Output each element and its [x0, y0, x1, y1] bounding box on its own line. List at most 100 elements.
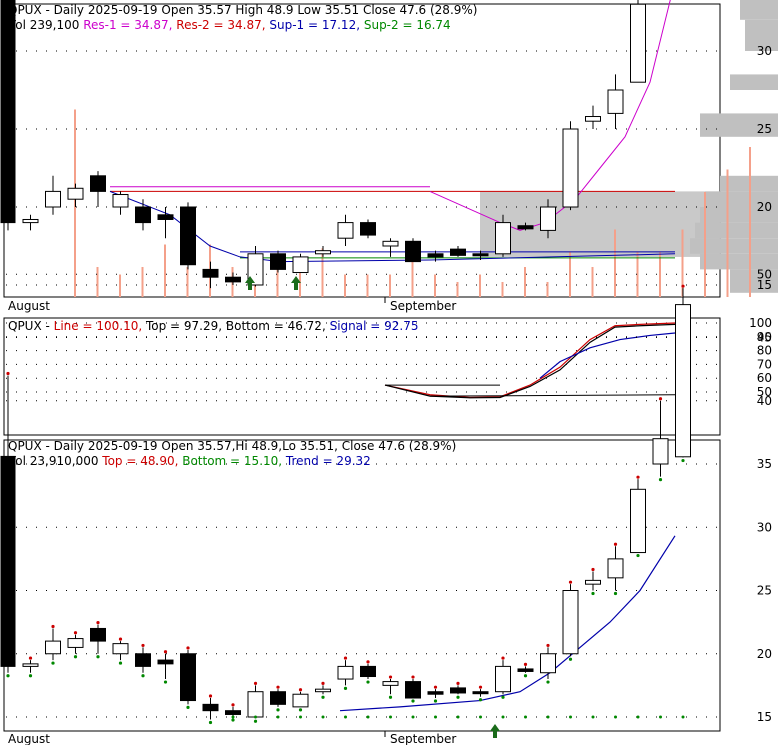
oscillator-panel-frame: [3, 317, 721, 436]
bottom-marker: [681, 715, 685, 719]
low-marker: [321, 695, 325, 699]
high-marker: [118, 637, 123, 641]
low-marker: [96, 655, 100, 659]
osc-header-sym: QPUX -: [8, 319, 50, 333]
high-marker: [298, 688, 303, 692]
candle-body: [675, 304, 691, 458]
low-marker: [433, 699, 438, 703]
candle-body: [247, 253, 264, 286]
candle-body: [405, 240, 421, 263]
high-marker: [366, 660, 370, 664]
high-marker: [73, 631, 78, 635]
candle-body: [135, 653, 151, 667]
candle-body: [157, 214, 174, 220]
low-marker: [523, 674, 528, 678]
low-marker: [411, 699, 415, 703]
candle-body: [180, 206, 196, 266]
candle-body: [427, 253, 444, 258]
osc-header-top: Top = 97.29,: [142, 319, 222, 333]
high-marker: [253, 681, 258, 685]
low-marker: [658, 478, 663, 482]
y-tick-label: 25: [757, 122, 772, 136]
bottom-marker: [254, 715, 257, 719]
bottom-marker: [479, 715, 482, 719]
bottom-marker: [366, 715, 370, 719]
trend-header-trend: Trend = 29.32: [282, 454, 371, 468]
candle-body: [607, 89, 624, 114]
osc-signal-line: [539, 332, 676, 379]
volume-profile-bar: [745, 19, 778, 51]
candle-body: [315, 688, 331, 693]
candle-body: [382, 240, 399, 247]
high-marker: [546, 643, 550, 648]
candle-body: [585, 579, 601, 585]
candle-body: [652, 438, 669, 465]
bottom-marker: [344, 715, 347, 719]
candle-body: [427, 691, 444, 695]
header-res1: Res-1 = 34.87,: [79, 18, 172, 32]
low-marker: [343, 686, 348, 690]
high-marker: [141, 643, 145, 648]
high-marker: [28, 656, 33, 660]
candle-body: [630, 3, 646, 83]
buy-arrow-icon: [245, 276, 255, 290]
bottom-marker: [299, 715, 302, 719]
osc-header-line: Line = 100.10,: [50, 319, 142, 333]
low-marker: [591, 591, 595, 596]
high-marker: [231, 703, 235, 707]
low-marker: [568, 657, 573, 661]
header-sup2: Sup-2 = 16.74: [360, 18, 451, 32]
candle-body: [337, 222, 354, 239]
candle-body: [67, 187, 84, 200]
low-marker: [253, 719, 258, 723]
high-marker: [411, 675, 415, 679]
high-marker: [568, 580, 573, 584]
low-marker: [118, 661, 123, 665]
high-marker: [276, 685, 280, 689]
candle-body: [45, 190, 61, 208]
y-tick-label: 35: [757, 457, 772, 471]
candle-body: [562, 590, 579, 655]
candle-body: [22, 663, 39, 667]
high-marker: [388, 675, 393, 679]
candle-body: [517, 225, 534, 230]
low-marker: [51, 661, 55, 665]
high-marker: [433, 685, 438, 689]
y-tick-label: 20: [757, 200, 772, 214]
high-marker: [51, 624, 55, 629]
candle-body: [157, 659, 174, 665]
y-tick-label: 50: [757, 385, 772, 399]
bottom-marker: [546, 715, 550, 719]
bottom-marker: [659, 715, 662, 719]
candle-body: [495, 665, 511, 693]
x-label-september: September: [390, 299, 456, 313]
bottom-marker: [231, 715, 235, 719]
bottom-marker: [411, 715, 415, 719]
low-marker: [478, 698, 483, 702]
candle-body: [247, 691, 264, 718]
candle-body: [360, 665, 376, 678]
panel3-header-line1: QPUX - Daily 2025-09-19 Open 35.57,Hi 48…: [8, 439, 456, 453]
bottom-marker: [456, 715, 460, 719]
panel1-header-line1: QPUX - Daily 2025-09-19 Open 35.57 High …: [8, 3, 477, 17]
low-marker: [163, 680, 168, 684]
low-marker: [276, 708, 280, 712]
bottom-marker: [524, 715, 527, 719]
panel2-header: QPUX - Line = 100.10, Top = 97.29, Botto…: [8, 319, 418, 333]
volume-profile-bar: [730, 269, 778, 293]
y-tick-label: 30: [757, 44, 772, 58]
candle-body: [225, 276, 241, 283]
buy-arrow-icon: [490, 724, 500, 738]
candle-body: [225, 710, 241, 715]
bottom-marker: [434, 715, 437, 719]
bottom-marker: [636, 715, 640, 719]
high-marker: [478, 685, 483, 689]
high-marker: [456, 681, 460, 685]
volume-profile-bar: [700, 253, 778, 270]
low-marker: [366, 680, 370, 684]
y-tick-label: 30: [757, 520, 772, 534]
high-marker: [6, 371, 10, 376]
low-marker: [141, 674, 145, 678]
candle-body: [517, 668, 534, 672]
high-marker: [501, 656, 505, 660]
